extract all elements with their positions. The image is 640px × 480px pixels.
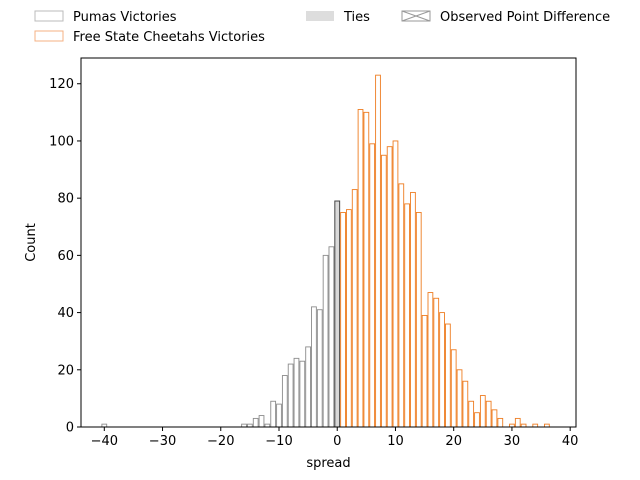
x-tick-label: −30: [149, 434, 176, 449]
histogram-bar: [398, 183, 405, 428]
histogram-bar: [305, 346, 311, 428]
histogram-bar: [491, 409, 498, 428]
histogram-bar: [514, 417, 521, 428]
y-tick-label: 60: [57, 249, 74, 264]
y-tick-label: 0: [66, 421, 74, 436]
histogram-bar: [485, 400, 492, 428]
histogram-bar: [281, 375, 288, 428]
x-tick-label: 10: [387, 434, 404, 449]
histogram-bar: [497, 417, 504, 428]
legend-label: Ties: [343, 10, 370, 25]
histogram-bar: [468, 400, 475, 428]
histogram-bar: [456, 369, 463, 428]
y-axis-title: Count: [24, 223, 39, 262]
histogram-bar: [334, 200, 341, 428]
y-tick-label: 20: [57, 363, 74, 378]
legend-label: Free State Cheetahs Victories: [73, 30, 265, 45]
histogram-bar: [380, 154, 387, 428]
histogram-bar: [252, 417, 259, 428]
y-tick-label: 80: [57, 192, 74, 207]
legend-label: Observed Point Difference: [440, 10, 610, 25]
histogram-bar: [462, 380, 469, 428]
legend-item: Pumas Victories: [34, 10, 177, 25]
legend-swatch: [306, 11, 334, 21]
x-tick-label: 20: [445, 434, 462, 449]
histogram-bar: [386, 146, 393, 428]
histogram-bar: [375, 74, 381, 428]
histogram-bar: [258, 415, 265, 428]
histogram-bar: [404, 203, 410, 428]
y-tick-label: 40: [57, 306, 74, 321]
x-axis: −40 −30 −20 −10 0 10 20 30 40: [91, 427, 579, 449]
histogram-bar: [369, 143, 376, 428]
histogram-bar: [299, 360, 306, 428]
legend-item: Observed Point Difference: [401, 10, 610, 25]
histogram-bar: [445, 323, 451, 428]
x-tick-label: −20: [207, 434, 234, 449]
histogram-bar: [433, 297, 440, 428]
legend-item: Free State Cheetahs Victories: [34, 30, 265, 45]
histogram-bar: [351, 189, 358, 428]
histogram-bar: [479, 395, 486, 428]
histogram-bar: [415, 212, 422, 428]
histogram-bar: [287, 363, 294, 428]
legend-swatch: [34, 30, 64, 42]
legend-label: Pumas Victories: [73, 10, 177, 25]
x-tick-label: 40: [562, 434, 579, 449]
histogram-bar: [421, 314, 428, 428]
x-axis-title: spread: [306, 456, 350, 471]
histogram-bar: [392, 140, 399, 428]
histogram-bar: [316, 309, 323, 428]
histogram-bars: [101, 74, 550, 428]
histogram-bar: [474, 412, 480, 428]
y-tick-label: 120: [49, 77, 74, 92]
histogram-bar: [322, 254, 329, 428]
x-tick-label: −10: [265, 434, 292, 449]
histogram-bar: [357, 109, 364, 428]
histogram-bar: [346, 209, 352, 428]
x-tick-label: 30: [504, 434, 521, 449]
histogram-bar: [270, 400, 277, 428]
histogram-bar: [276, 403, 282, 428]
plot-area-frame: [80, 57, 577, 428]
y-tick-label: 100: [49, 134, 74, 149]
legend-swatch: [34, 10, 64, 22]
histogram-bar: [311, 306, 317, 428]
histogram-bar: [450, 349, 457, 428]
histogram-bar: [363, 111, 370, 428]
histogram-bar: [439, 312, 445, 428]
legend-hatch-line: [401, 10, 431, 22]
histogram-bar: [340, 212, 346, 428]
legend-item: Ties: [306, 10, 370, 25]
x-tick-label: 0: [333, 434, 341, 449]
histogram-bar: [427, 292, 434, 428]
x-tick-label: −40: [91, 434, 118, 449]
legend: Pumas Victories Ties Observed Point Differ…: [34, 10, 610, 45]
histogram-bar: [328, 246, 335, 428]
y-axis: 0 20 40 60 80 100 120: [49, 77, 81, 436]
histogram-bar: [410, 191, 416, 428]
histogram-bar: [293, 357, 300, 428]
